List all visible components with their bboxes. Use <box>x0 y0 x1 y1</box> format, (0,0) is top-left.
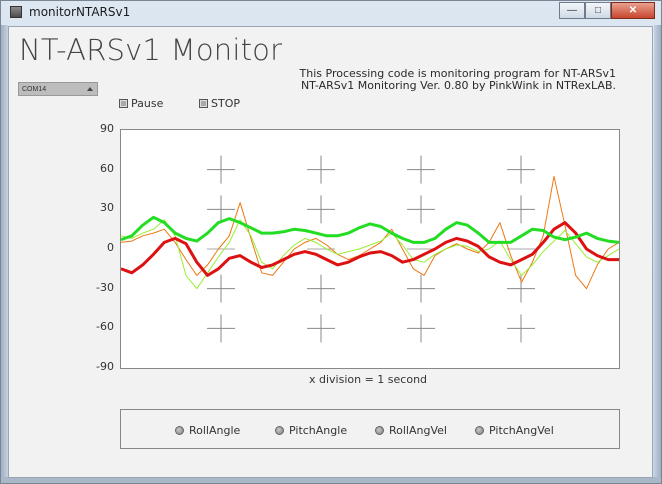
grid-crosshair <box>507 274 535 303</box>
radio-icon <box>375 426 384 435</box>
legend-roll-angle[interactable]: RollAngle <box>175 424 240 437</box>
legend-pitch-angle[interactable]: PitchAngle <box>275 424 347 437</box>
window-title: monitorNTARSv1 <box>29 5 131 19</box>
legend-roll-ang-vel[interactable]: RollAngVel <box>375 424 447 437</box>
y-tick-label: 60 <box>100 161 114 175</box>
app-icon <box>10 6 22 18</box>
grid-crosshair <box>207 274 235 303</box>
series-line-pitchangle <box>120 221 619 277</box>
window-border-left <box>1 25 8 483</box>
legend-pitch-ang-vel[interactable]: PitchAngVel <box>475 424 554 437</box>
legend-roll-angle-label: RollAngle <box>189 424 241 437</box>
title-bar[interactable]: monitorNTARSv1 — □ ✕ <box>1 1 661 25</box>
window-border-right <box>654 25 661 483</box>
grid-crosshair <box>207 195 235 224</box>
maximize-button[interactable]: □ <box>585 2 611 19</box>
grid-crosshair <box>407 195 435 224</box>
grid-crosshair <box>307 274 335 303</box>
grid-crosshair <box>307 314 335 343</box>
grid-crosshair <box>407 155 435 184</box>
series-line-rollangle <box>120 215 620 244</box>
legend-roll-ang-vel-label: RollAngVel <box>389 424 447 437</box>
grid-crosshair <box>507 155 535 184</box>
dropdown-arrow-icon <box>87 87 93 91</box>
grid-crosshair <box>507 195 535 224</box>
y-tick-label: 90 <box>100 122 114 135</box>
series-legend: RollAngle PitchAngle RollAngVel PitchAng… <box>120 409 620 449</box>
app-title: NT-ARSv1 Monitor <box>19 33 283 67</box>
stop-label: STOP <box>211 97 240 110</box>
radio-icon <box>175 426 184 435</box>
close-button[interactable]: ✕ <box>611 2 655 19</box>
stop-checkbox[interactable]: STOP <box>199 97 240 110</box>
info-line-2: NT-ARSv1 Monitoring Ver. 0.80 by PinkWin… <box>300 79 616 92</box>
pause-checkbox[interactable]: Pause <box>119 97 163 110</box>
series-line-pitchangvel <box>120 175 620 290</box>
y-tick-label: -60 <box>96 320 114 334</box>
grid-crosshair <box>507 314 535 343</box>
client-area: NT-ARSv1 Monitor This Processing code is… <box>8 26 653 478</box>
grid-crosshair <box>207 155 235 184</box>
radio-icon <box>475 426 484 435</box>
pause-label: Pause <box>131 97 164 110</box>
plot-area <box>120 129 620 369</box>
line-chart <box>120 155 620 343</box>
x-axis-caption: x division = 1 second <box>309 373 428 386</box>
grid-crosshair <box>407 314 435 343</box>
y-tick-label: 30 <box>100 201 114 215</box>
series-line-rollangvel <box>120 219 620 290</box>
y-tick-label: -30 <box>96 280 114 294</box>
grid-crosshair <box>207 314 235 343</box>
legend-pitch-angle-label: PitchAngle <box>289 424 348 437</box>
window-border-bottom <box>1 477 661 483</box>
y-tick-label: 0 <box>107 241 114 254</box>
com-port-select[interactable]: COM14 <box>18 82 98 96</box>
checkbox-icon <box>199 99 208 108</box>
radio-icon <box>275 426 284 435</box>
legend-pitch-ang-vel-label: PitchAngVel <box>489 424 554 437</box>
grid-crosshair <box>407 274 435 303</box>
info-text: This Processing code is monitoring progr… <box>300 68 616 92</box>
info-line-1: This Processing code is monitoring progr… <box>299 67 616 80</box>
checkbox-icon <box>119 99 128 108</box>
minimize-button[interactable]: — <box>559 2 585 19</box>
grid-crosshair <box>307 155 335 184</box>
grid-crosshair <box>307 195 335 224</box>
y-tick-label: -90 <box>96 360 114 373</box>
com-port-value: COM14 <box>22 86 47 93</box>
